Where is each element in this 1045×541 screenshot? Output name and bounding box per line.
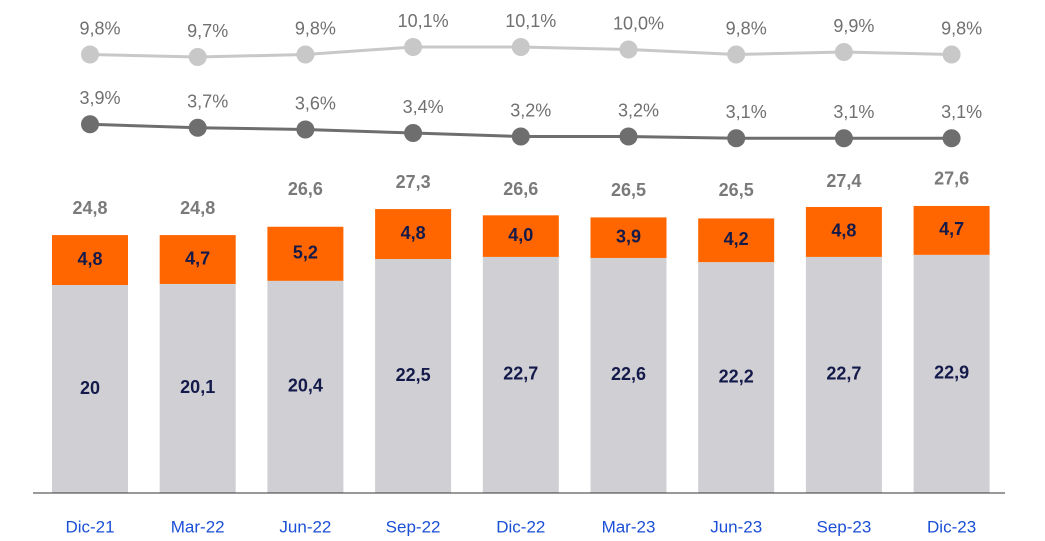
line-point — [404, 124, 423, 142]
bar-value-label: 22,5 — [396, 365, 431, 385]
line-value-label: 3,6% — [295, 93, 336, 113]
line-value-label: 9,9% — [833, 16, 874, 36]
line-value-label: 3,2% — [510, 100, 551, 120]
line-value-label: 3,1% — [726, 102, 767, 122]
line-point — [81, 115, 99, 134]
line-point — [511, 38, 530, 56]
line-value-label: 3,7% — [187, 92, 228, 112]
bar-segment — [698, 218, 775, 263]
line-point — [511, 127, 530, 146]
bar-value-label: 4,0 — [508, 225, 533, 245]
x-tick-label: Dic-23 — [927, 517, 976, 536]
bar-value-label: 22,6 — [611, 364, 646, 384]
line-value-label: 3,9% — [79, 88, 120, 108]
total-label: 26,6 — [288, 179, 323, 199]
line-point — [834, 129, 853, 148]
x-tick-label: Sep-22 — [386, 517, 441, 536]
bar-value-label: 4,7 — [185, 248, 210, 268]
line-point — [81, 45, 99, 64]
line-value-label: 9,8% — [295, 18, 336, 38]
bar-value-label: 20,1 — [180, 377, 215, 397]
line-point — [296, 120, 315, 139]
x-tick-label: Jun-22 — [279, 517, 331, 536]
bar-value-label: 20,4 — [288, 376, 323, 396]
line-value-label: 9,8% — [941, 18, 982, 38]
bar-segment — [590, 217, 667, 258]
x-tick-label: Jun-23 — [710, 517, 762, 536]
line-value-label: 3,1% — [941, 102, 982, 122]
bar-value-label: 4,8 — [77, 249, 102, 269]
line-point — [296, 45, 315, 64]
bar-segment — [52, 235, 128, 285]
line-point — [188, 118, 207, 137]
x-tick-label: Dic-21 — [65, 517, 114, 536]
bar-segment — [159, 283, 236, 493]
bar-value-label: 22,7 — [503, 364, 538, 384]
bar-value-label: 22,2 — [719, 366, 754, 386]
line-value-label: 9,8% — [726, 18, 767, 38]
line-point — [619, 40, 638, 59]
total-label: 26,5 — [719, 180, 754, 200]
bar-segment — [159, 235, 236, 284]
line-value-label: 3,2% — [618, 100, 659, 120]
line-point — [942, 45, 961, 64]
total-label: 27,4 — [826, 171, 861, 191]
x-tick-label: Mar-23 — [602, 517, 656, 536]
bar-segment — [805, 207, 882, 257]
line-value-label: 3,1% — [833, 102, 874, 122]
x-tick-label: Dic-22 — [496, 517, 545, 536]
bar-segment — [698, 262, 775, 493]
bar-segment — [267, 226, 344, 281]
bar-segment — [267, 280, 344, 493]
line-value-label: 10,1% — [398, 11, 449, 31]
bar-segment — [482, 256, 559, 493]
bar-value-label: 22,7 — [826, 364, 861, 384]
bar-value-label: 3,9 — [616, 226, 641, 246]
bar-segment — [590, 257, 667, 493]
bar-segment — [482, 215, 559, 257]
line-point — [727, 129, 746, 148]
x-tick-label: Sep-23 — [816, 517, 871, 536]
total-label: 26,6 — [503, 179, 538, 199]
bar-value-label: 4,8 — [831, 221, 856, 241]
bar-value-label: 4,8 — [401, 223, 426, 243]
total-label: 26,5 — [611, 180, 646, 200]
total-label: 24,8 — [72, 198, 107, 218]
bar-value-label: 20 — [80, 378, 100, 398]
line-value-label: 10,0% — [613, 13, 664, 33]
total-label: 24,8 — [180, 198, 215, 218]
bar-segment — [52, 285, 128, 493]
bar-value-label: 4,7 — [939, 219, 964, 239]
line-value-label: 3,4% — [403, 97, 444, 117]
line-value-label: 10,1% — [505, 11, 556, 31]
line-value-label: 9,8% — [79, 18, 120, 38]
bar-value-label: 5,2 — [293, 243, 318, 263]
bar-value-label: 4,2 — [724, 229, 749, 249]
bar-segment — [375, 259, 452, 493]
bar-segment — [913, 254, 990, 493]
line-point — [727, 45, 746, 64]
line-point — [834, 43, 853, 61]
line-point — [404, 38, 423, 56]
total-label: 27,3 — [396, 172, 431, 192]
bar-segment — [375, 209, 452, 259]
total-label: 27,6 — [934, 169, 969, 189]
x-tick-label: Mar-22 — [171, 517, 225, 536]
bar-value-label: 22,9 — [934, 363, 969, 383]
line-point — [188, 48, 207, 66]
line-point — [942, 129, 961, 148]
line-point — [619, 127, 638, 146]
bar-segment — [805, 256, 882, 493]
bar-segment — [913, 205, 990, 255]
line-value-label: 9,7% — [187, 21, 228, 41]
